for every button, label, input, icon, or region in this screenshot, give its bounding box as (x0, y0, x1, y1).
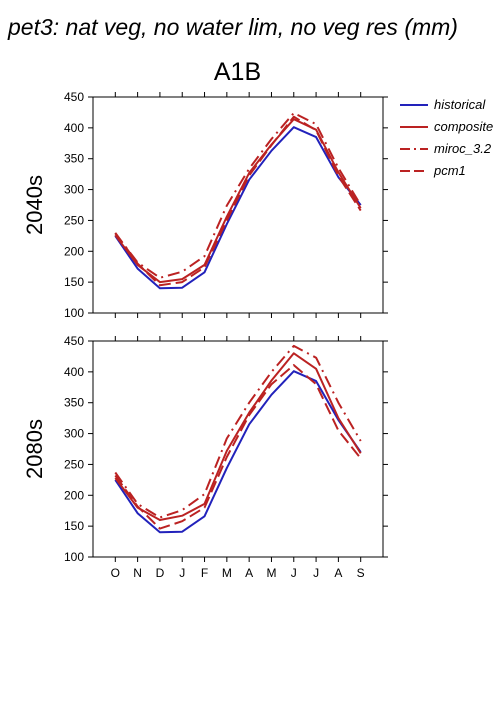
x-tick-label: F (201, 566, 208, 580)
x-tick-label: N (133, 566, 142, 580)
series-line-pcm1 (114, 364, 362, 530)
y-tick-label: 100 (64, 306, 84, 320)
x-tick-label: D (156, 566, 165, 580)
y-tick-label: 300 (64, 427, 84, 441)
y-tick-label: 250 (64, 457, 84, 471)
y-axis-label: 2040s (22, 175, 47, 235)
panel-2040s: 100 150 200 250 300 350 400 450 2040s (22, 90, 388, 320)
y-tick-label: 200 (64, 488, 84, 502)
legend-label: miroc_3.2 (434, 141, 492, 156)
y-tick-label: 400 (64, 365, 84, 379)
x-tick-label: A (245, 566, 253, 580)
x-tick-label: M (222, 566, 232, 580)
series-line-composite (114, 352, 362, 521)
plot-frame (92, 340, 384, 558)
series-line-historical (114, 370, 362, 534)
figure-title: pet3: nat veg, no water lim, no veg res … (7, 14, 458, 40)
series-line-historical (114, 126, 362, 290)
series-line-miroc_3.2 (114, 112, 362, 279)
x-tick-label: J (179, 566, 185, 580)
y-tick-label: 150 (64, 275, 84, 289)
series-line-pcm1 (114, 115, 362, 287)
x-tick-label: O (111, 566, 120, 580)
plot-frame (92, 96, 384, 314)
y-tick-label: 350 (64, 152, 84, 166)
x-tick-label: A (334, 566, 342, 580)
series-line-miroc_3.2 (114, 344, 362, 519)
y-axis-label: 2080s (22, 419, 47, 479)
y-tick-label: 350 (64, 396, 84, 410)
y-tick-label: 450 (64, 334, 84, 348)
x-tick-label: J (291, 566, 297, 580)
x-tick-label: S (357, 566, 365, 580)
y-tick-label: 300 (64, 183, 84, 197)
legend-label: composite (434, 119, 493, 134)
x-tick-label: J (313, 566, 319, 580)
legend: historical composite miroc_3.2 pcm1 (400, 97, 493, 178)
x-tick-label: M (266, 566, 276, 580)
scenario-title: A1B (214, 58, 261, 86)
y-tick-label: 450 (64, 90, 84, 104)
y-tick-label: 100 (64, 550, 84, 564)
y-tick-label: 400 (64, 121, 84, 135)
y-tick-label: 200 (64, 244, 84, 258)
panels: 100 150 200 250 300 350 400 450 2040s 100 150 200 25… (22, 90, 388, 580)
y-tick-label: 250 (64, 213, 84, 227)
legend-label: pcm1 (433, 163, 466, 178)
legend-label: historical (434, 97, 486, 112)
y-tick-label: 150 (64, 519, 84, 533)
